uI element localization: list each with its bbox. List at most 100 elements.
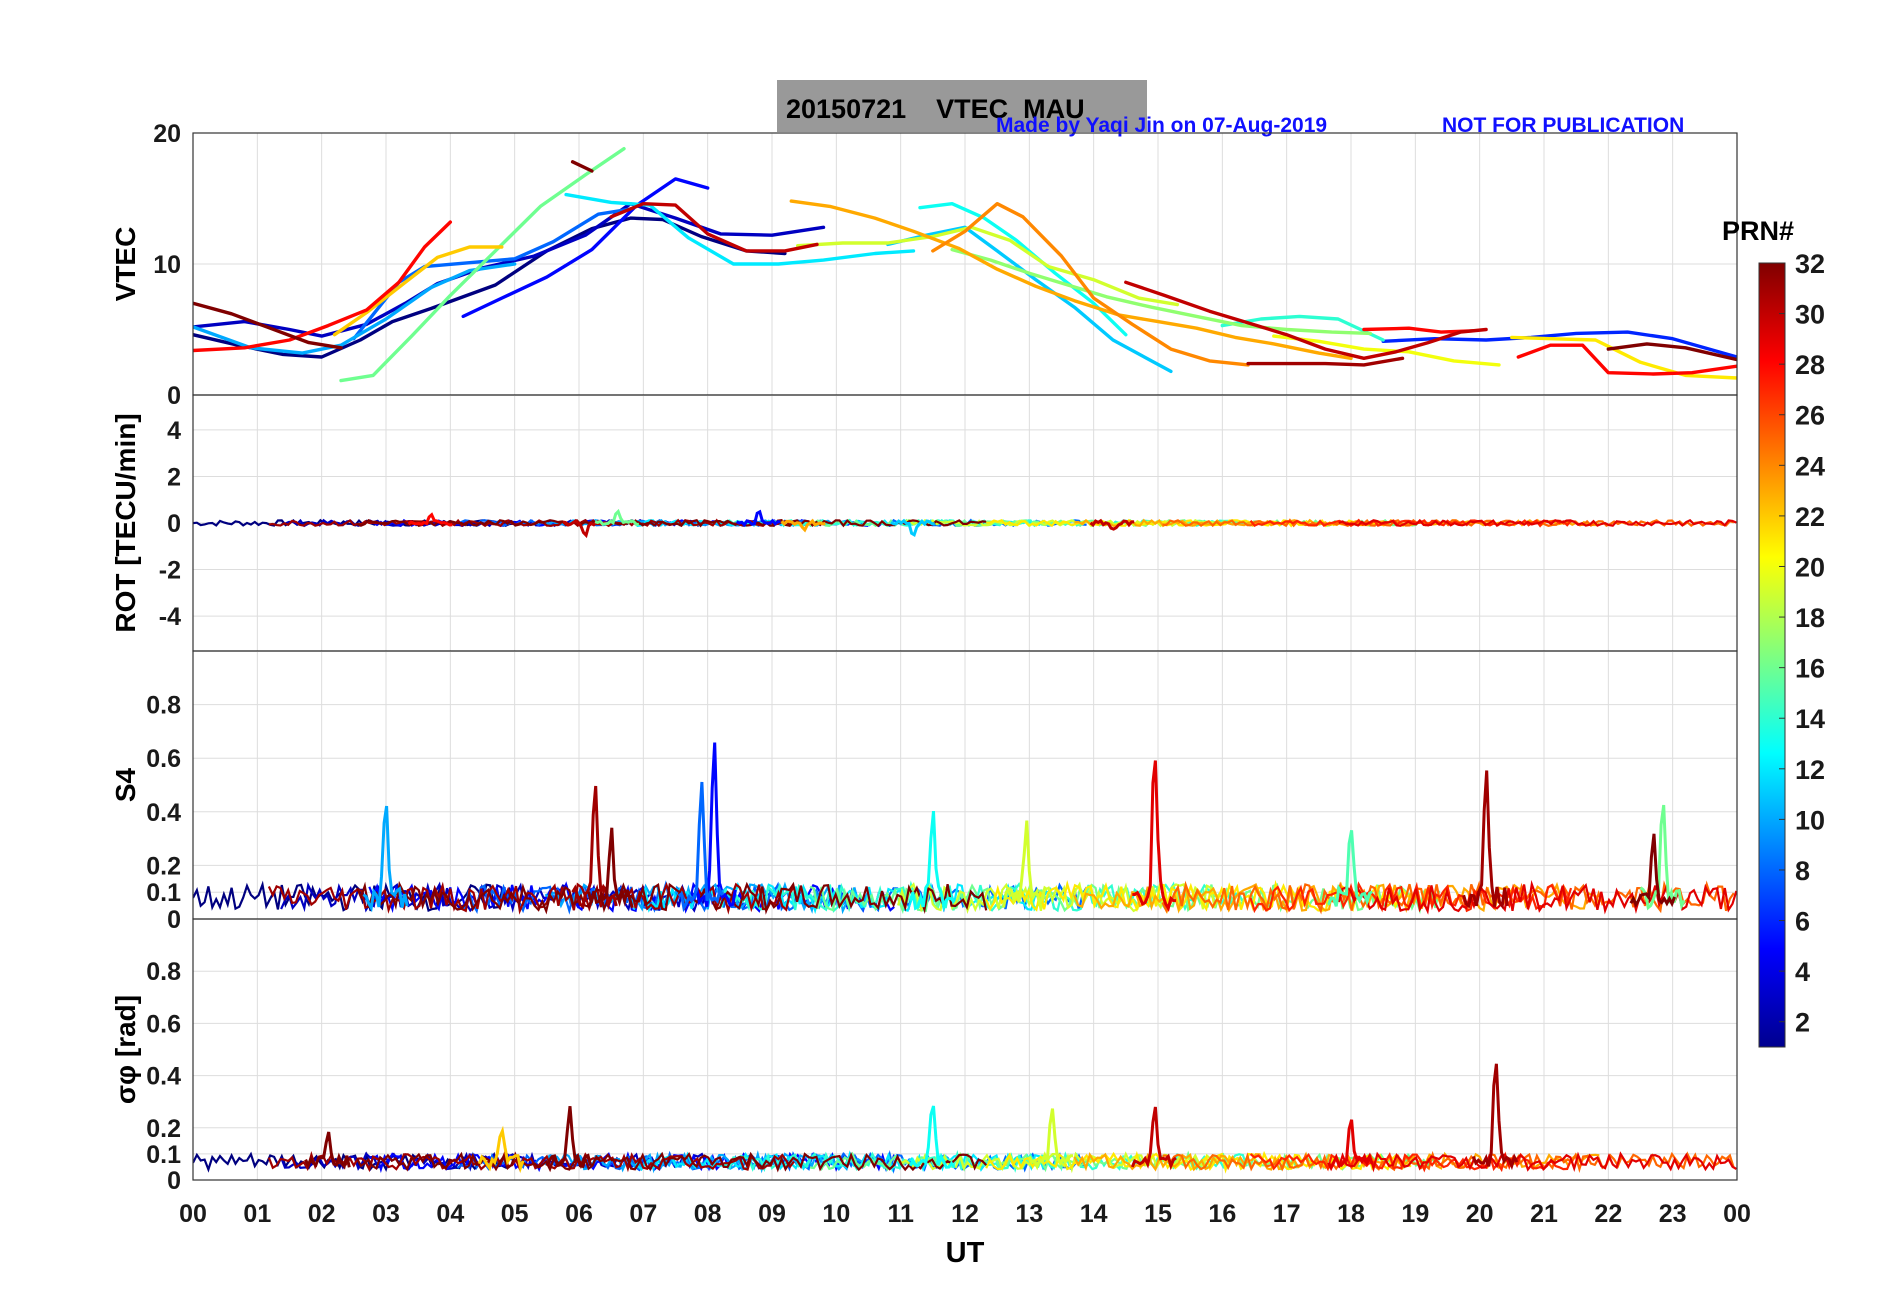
colorbar-tick-label: 2 bbox=[1795, 1008, 1810, 1038]
series-spike bbox=[1327, 1119, 1374, 1172]
series-spike bbox=[545, 1106, 593, 1169]
y-tick-label: 2 bbox=[167, 463, 181, 491]
series-spike bbox=[304, 1131, 351, 1170]
x-tick-label: 17 bbox=[1273, 1200, 1301, 1228]
colorbar-tick-label: 26 bbox=[1795, 401, 1825, 431]
series-trace bbox=[280, 1151, 707, 1172]
series-spike bbox=[1089, 518, 1135, 531]
series-line bbox=[339, 147, 626, 383]
colorbar-tick-label: 32 bbox=[1795, 249, 1825, 279]
series-line bbox=[609, 202, 819, 253]
y-tick-label: 0.2 bbox=[146, 1115, 181, 1143]
colorbar-tick-label: 30 bbox=[1795, 300, 1825, 330]
colorbar-label: PRN# bbox=[1722, 216, 1794, 246]
series-group bbox=[193, 1063, 1737, 1174]
y-tick-label: 0.8 bbox=[146, 692, 181, 720]
y-tick-label: 0 bbox=[167, 510, 181, 538]
series-spike bbox=[587, 827, 634, 909]
series-line bbox=[1516, 343, 1737, 376]
series-spike bbox=[594, 508, 639, 526]
series-trace bbox=[267, 1150, 795, 1173]
y-tick-label: 4 bbox=[167, 417, 181, 445]
series-line bbox=[1272, 334, 1501, 367]
panel-vtec: 0 10 20 VTEC bbox=[110, 120, 1738, 410]
series-spike bbox=[780, 518, 826, 533]
series-trace bbox=[1337, 1151, 1737, 1173]
x-tick-label: 05 bbox=[501, 1200, 529, 1228]
y-tick-label: 0.4 bbox=[146, 1063, 181, 1091]
series-spike bbox=[677, 781, 724, 913]
series-group bbox=[193, 147, 1737, 383]
series-spike bbox=[1132, 760, 1177, 912]
x-tick-label: 10 bbox=[822, 1200, 850, 1228]
series-trace bbox=[1161, 880, 1735, 915]
colorbar-tick-label: 16 bbox=[1795, 654, 1825, 684]
y-tick-label: 0.4 bbox=[146, 799, 181, 827]
x-tick-label: 18 bbox=[1337, 1200, 1365, 1228]
colorbar-tick-label: 28 bbox=[1795, 350, 1825, 380]
series-group bbox=[193, 508, 1737, 539]
series-spike bbox=[735, 509, 781, 528]
x-tick-label: 14 bbox=[1080, 1200, 1108, 1228]
series-trace bbox=[356, 518, 987, 528]
y-tick-label: 0 bbox=[167, 1167, 181, 1195]
series-line bbox=[352, 207, 633, 341]
series-trace bbox=[356, 880, 988, 915]
colorbar-tick-label: 14 bbox=[1795, 704, 1825, 734]
colorbar-tick-label: 22 bbox=[1795, 502, 1825, 532]
series-spike bbox=[1639, 804, 1686, 911]
series-spike bbox=[571, 785, 618, 911]
series-line bbox=[931, 202, 1250, 367]
colorbar-gradient bbox=[1758, 262, 1786, 1048]
y-axis-label: VTEC bbox=[110, 227, 141, 302]
series-spike bbox=[908, 810, 956, 912]
panel-rot: -4 -2 0 2 4 ROT [TECU/min] bbox=[110, 394, 1738, 652]
y-tick-label: 0.8 bbox=[146, 958, 181, 986]
colorbar-tick-label: 4 bbox=[1795, 957, 1810, 987]
x-tick-label: 22 bbox=[1594, 1200, 1622, 1228]
panel-frame bbox=[192, 918, 1738, 1181]
panel-s4: 00.10.2 0.4 0.6 0.8 S4 bbox=[110, 650, 1738, 934]
x-axis-label: UT bbox=[946, 1237, 985, 1269]
x-tick-label: 00 bbox=[1723, 1200, 1751, 1228]
series-line bbox=[193, 262, 517, 355]
series-spike bbox=[407, 512, 453, 527]
x-tick-label: 00 bbox=[179, 1200, 207, 1228]
series-spike bbox=[908, 1105, 956, 1169]
series-spike bbox=[1130, 1106, 1177, 1171]
y-tick-label: 10 bbox=[153, 251, 181, 279]
series-spike bbox=[477, 1125, 525, 1174]
chart-title: 20150721 VTEC MAU bbox=[786, 94, 1085, 124]
x-tick-label: 15 bbox=[1144, 1200, 1172, 1228]
y-tick-label: 0.1 bbox=[146, 1141, 181, 1169]
series-line bbox=[789, 199, 1353, 360]
x-tick-label: 04 bbox=[436, 1200, 464, 1228]
series-line bbox=[193, 216, 787, 359]
series-line bbox=[461, 177, 710, 319]
y-tick-label: 0.6 bbox=[146, 1010, 181, 1038]
x-tick-label: 09 bbox=[758, 1200, 786, 1228]
series-line bbox=[1606, 342, 1737, 362]
series-line bbox=[886, 225, 1173, 374]
notice-text: NOT FOR PUBLICATION bbox=[1442, 114, 1684, 137]
y-axis-label: ROT [TECU/min] bbox=[110, 413, 141, 632]
x-tick-label: 19 bbox=[1401, 1200, 1429, 1228]
colorbar-tick-label: 18 bbox=[1795, 603, 1825, 633]
series-line bbox=[950, 247, 1372, 336]
series-trace bbox=[280, 881, 707, 913]
y-tick-label: -4 bbox=[159, 603, 181, 631]
colorbar-tick-label: 8 bbox=[1795, 856, 1810, 886]
x-tick-label: 02 bbox=[308, 1200, 336, 1228]
series-spike bbox=[690, 742, 737, 908]
series-spike bbox=[1027, 1108, 1074, 1171]
series-line bbox=[1124, 280, 1488, 360]
series-spike bbox=[1462, 770, 1509, 910]
y-axis-label: σφ [rad] bbox=[110, 995, 141, 1104]
series-line bbox=[193, 220, 452, 353]
series-group bbox=[193, 742, 1737, 915]
series-trace bbox=[1338, 518, 1737, 528]
y-tick-label: 0.2 bbox=[146, 852, 181, 880]
y-tick-label: 0.1 bbox=[146, 879, 181, 907]
